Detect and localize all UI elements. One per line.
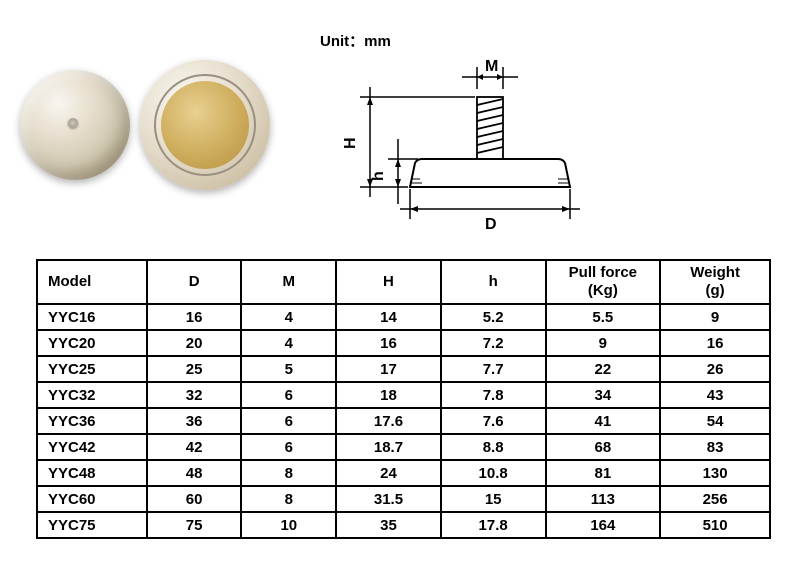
- table-cell: YYC48: [37, 460, 147, 486]
- table-cell: 18: [336, 382, 441, 408]
- magnet-photo-front: [140, 60, 270, 190]
- table-row: YYC4242618.78.86883: [37, 434, 770, 460]
- table-cell: 7.6: [441, 408, 546, 434]
- dimension-diagram: Unit：mm M: [300, 20, 610, 239]
- col-header: Weight(g): [660, 260, 770, 304]
- table-cell: 48: [147, 460, 242, 486]
- table-cell: 14: [336, 304, 441, 330]
- table-cell: 22: [546, 356, 661, 382]
- table-cell: 7.2: [441, 330, 546, 356]
- table-cell: 6: [241, 382, 336, 408]
- table-cell: 68: [546, 434, 661, 460]
- table-cell: 16: [660, 330, 770, 356]
- table-header-row: ModelDMHhPull force(Kg)Weight(g): [37, 260, 770, 304]
- magnet-photo-back: [20, 70, 130, 180]
- table-cell: 54: [660, 408, 770, 434]
- table-cell: 83: [660, 434, 770, 460]
- table-cell: 8: [241, 486, 336, 512]
- table-row: YYC3636617.67.64154: [37, 408, 770, 434]
- table-cell: 17.6: [336, 408, 441, 434]
- table-cell: 26: [660, 356, 770, 382]
- table-cell: YYC32: [37, 382, 147, 408]
- table-cell: 8.8: [441, 434, 546, 460]
- table-cell: 7.7: [441, 356, 546, 382]
- table-cell: 7.8: [441, 382, 546, 408]
- table-cell: 4: [241, 304, 336, 330]
- table-cell: 16: [336, 330, 441, 356]
- table-cell: 41: [546, 408, 661, 434]
- table-cell: 6: [241, 434, 336, 460]
- table-cell: 5.2: [441, 304, 546, 330]
- table-cell: 130: [660, 460, 770, 486]
- table-row: YYC16164145.25.59: [37, 304, 770, 330]
- table-cell: 36: [147, 408, 242, 434]
- col-header: H: [336, 260, 441, 304]
- label-h: h: [370, 171, 387, 181]
- table-cell: 17.8: [441, 512, 546, 538]
- table-cell: 5.5: [546, 304, 661, 330]
- table-cell: YYC25: [37, 356, 147, 382]
- table-cell: 24: [336, 460, 441, 486]
- table-row: YYC6060831.515113256: [37, 486, 770, 512]
- table-cell: 31.5: [336, 486, 441, 512]
- table-cell: YYC16: [37, 304, 147, 330]
- table-cell: 15: [441, 486, 546, 512]
- table-cell: YYC36: [37, 408, 147, 434]
- table-cell: 18.7: [336, 434, 441, 460]
- table-row: YYC484882410.881130: [37, 460, 770, 486]
- table-cell: 25: [147, 356, 242, 382]
- table-cell: 4: [241, 330, 336, 356]
- table-cell: 17: [336, 356, 441, 382]
- table-cell: 5: [241, 356, 336, 382]
- table-cell: 42: [147, 434, 242, 460]
- table-cell: 34: [546, 382, 661, 408]
- table-cell: 10: [241, 512, 336, 538]
- table-cell: 60: [147, 486, 242, 512]
- table-cell: 256: [660, 486, 770, 512]
- table-cell: 6: [241, 408, 336, 434]
- table-cell: 510: [660, 512, 770, 538]
- table-row: YYC32326187.83443: [37, 382, 770, 408]
- table-cell: YYC75: [37, 512, 147, 538]
- col-header: h: [441, 260, 546, 304]
- table-cell: 164: [546, 512, 661, 538]
- table-cell: 113: [546, 486, 661, 512]
- product-photos: [20, 20, 270, 190]
- label-M: M: [485, 59, 498, 75]
- col-header: M: [241, 260, 336, 304]
- table-row: YYC7575103517.8164510: [37, 512, 770, 538]
- label-D: D: [485, 216, 497, 233]
- table-cell: 9: [660, 304, 770, 330]
- table-cell: 8: [241, 460, 336, 486]
- col-header: Pull force(Kg): [546, 260, 661, 304]
- table-cell: 75: [147, 512, 242, 538]
- top-section: Unit：mm M: [20, 20, 787, 239]
- col-header: Model: [37, 260, 147, 304]
- table-row: YYC25255177.72226: [37, 356, 770, 382]
- diagram-svg: M: [300, 59, 610, 239]
- table-cell: 20: [147, 330, 242, 356]
- table-cell: 32: [147, 382, 242, 408]
- table-cell: YYC20: [37, 330, 147, 356]
- table-row: YYC20204167.2916: [37, 330, 770, 356]
- spec-table: ModelDMHhPull force(Kg)Weight(g) YYC1616…: [36, 259, 771, 539]
- table-cell: YYC42: [37, 434, 147, 460]
- table-cell: 9: [546, 330, 661, 356]
- col-header: D: [147, 260, 242, 304]
- table-cell: 43: [660, 382, 770, 408]
- table-cell: 16: [147, 304, 242, 330]
- table-cell: 81: [546, 460, 661, 486]
- table-cell: 10.8: [441, 460, 546, 486]
- unit-label: Unit：mm: [320, 30, 610, 51]
- label-H: H: [342, 137, 359, 149]
- table-cell: 35: [336, 512, 441, 538]
- table-cell: YYC60: [37, 486, 147, 512]
